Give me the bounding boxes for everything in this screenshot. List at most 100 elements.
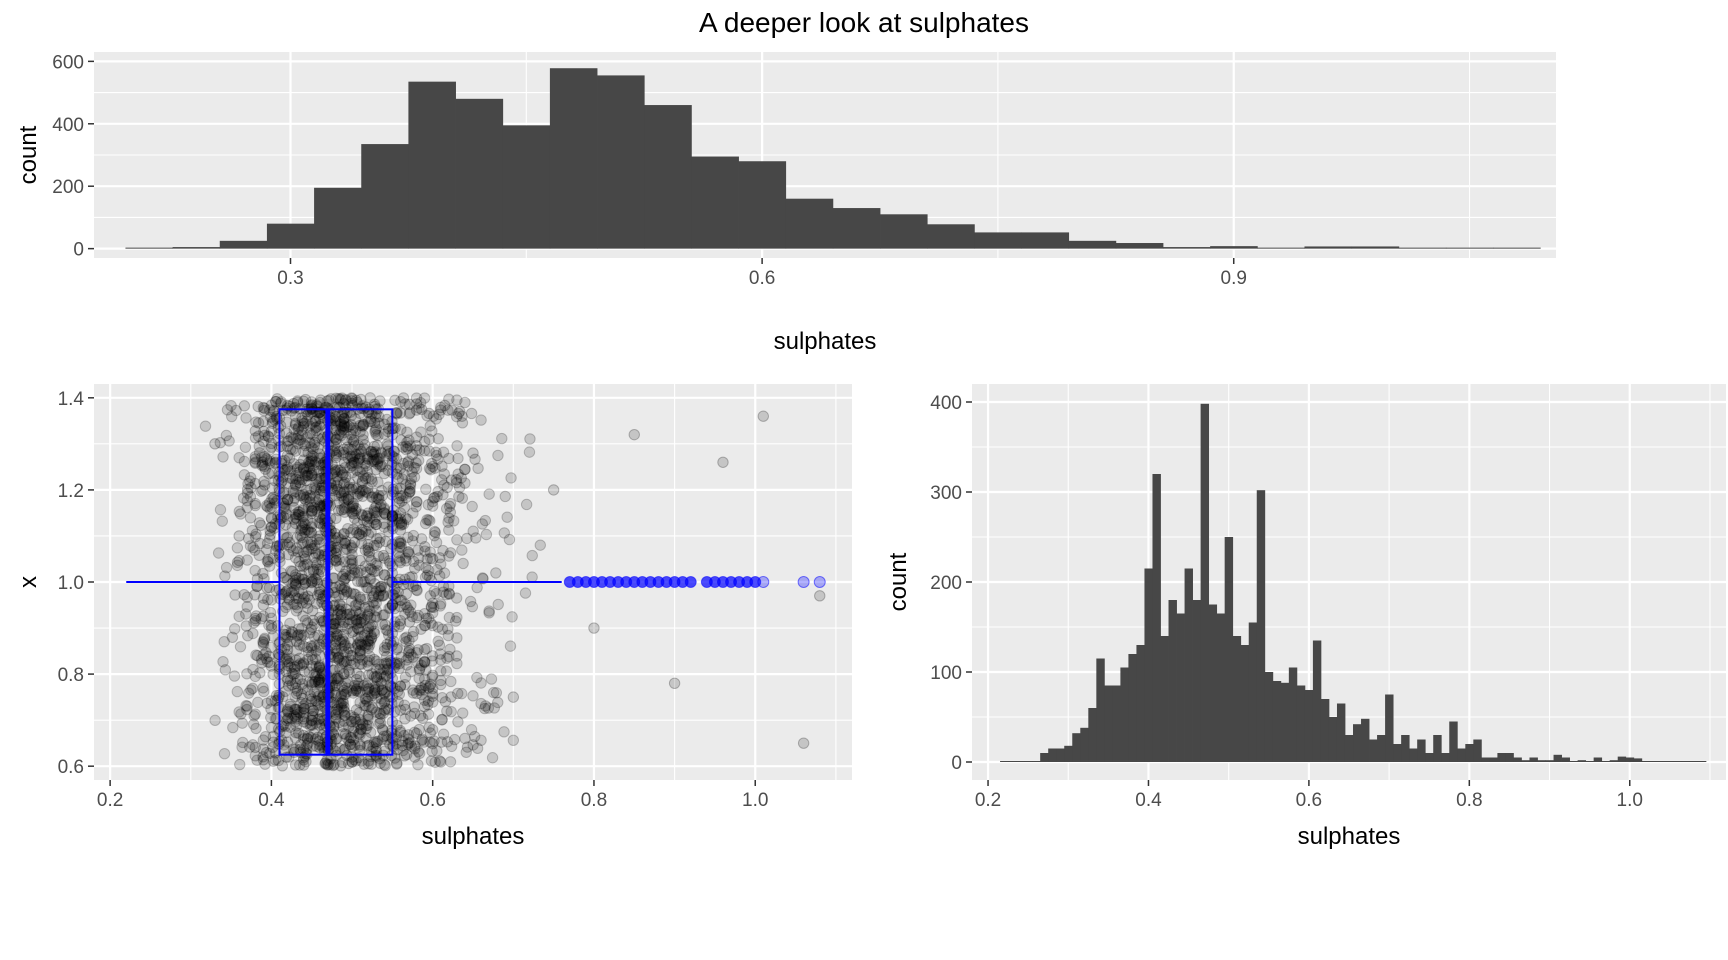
data-point (375, 580, 388, 592)
histogram-bar (1272, 681, 1282, 762)
scatter-boxplot-panel: 0.2 0.4 0.6 0.8 1.0 0.6 0.8 1.0 1.2 1.4 sulphates x (15, 384, 852, 850)
data-point (214, 504, 227, 516)
data-point (359, 472, 372, 485)
histogram-bar (1288, 667, 1298, 762)
histogram-bar (1312, 640, 1322, 762)
data-point (486, 752, 499, 764)
data-point (347, 436, 360, 448)
data-point (306, 714, 318, 726)
data-point (425, 574, 438, 587)
data-point (349, 505, 362, 517)
x-axis-title: sulphates (774, 328, 877, 355)
histogram-bar (1168, 600, 1177, 762)
data-point (289, 574, 302, 587)
data-point (266, 493, 278, 505)
data-point (257, 599, 270, 611)
data-point (282, 494, 294, 506)
histogram-bar (1264, 672, 1274, 762)
histogram-bar (1032, 761, 1041, 762)
data-point (312, 629, 324, 642)
data-point (281, 675, 294, 687)
data-point (424, 515, 436, 527)
data-point (445, 675, 457, 688)
data-point (407, 687, 419, 699)
data-point (478, 702, 491, 715)
data-point (263, 650, 275, 662)
data-point (354, 554, 366, 567)
data-point (297, 418, 310, 430)
data-point (250, 528, 262, 540)
histogram-bar (1336, 703, 1346, 762)
y-tick-label: 100 (930, 663, 962, 684)
data-point (249, 708, 261, 720)
data-point (229, 589, 241, 601)
data-point (233, 610, 245, 623)
data-point (466, 600, 479, 613)
histogram-bar (1393, 744, 1402, 762)
data-point (337, 695, 349, 707)
x-tick-label: 0.8 (581, 790, 607, 811)
histogram-bar (1577, 760, 1587, 762)
data-point (285, 431, 297, 443)
data-point (338, 709, 351, 722)
data-point (381, 642, 393, 654)
data-point (265, 441, 278, 453)
data-point (471, 671, 483, 684)
y-axis-title: count (885, 552, 912, 611)
data-point (306, 605, 319, 617)
data-point (445, 705, 457, 718)
data-point (310, 484, 322, 496)
data-point (236, 717, 248, 729)
data-point (364, 726, 377, 739)
data-point (341, 732, 353, 744)
data-point (297, 710, 310, 723)
histogram-bar (1625, 757, 1635, 762)
boxplot-outlier (813, 576, 826, 588)
data-point (370, 557, 382, 570)
data-point (407, 625, 420, 638)
x-tick-label: 0.6 (419, 790, 445, 811)
data-point (233, 530, 245, 542)
data-point (434, 552, 446, 564)
data-point (366, 668, 378, 680)
data-point (420, 483, 432, 496)
data-point (395, 434, 407, 446)
data-point (301, 641, 314, 654)
data-point (305, 623, 317, 636)
data-point (355, 530, 368, 542)
data-point (357, 576, 370, 588)
data-point (385, 656, 397, 669)
data-point (362, 635, 374, 648)
data-point (285, 661, 297, 673)
data-point (226, 631, 239, 644)
data-point (356, 526, 369, 538)
data-point (333, 590, 345, 602)
data-point (426, 682, 439, 695)
data-point (258, 633, 271, 646)
data-point (390, 657, 403, 669)
histogram-bar (1545, 760, 1554, 762)
data-point (387, 486, 400, 498)
data-point (423, 445, 435, 457)
data-point (265, 399, 278, 411)
data-point (263, 404, 276, 416)
x-tick-label: 0.6 (749, 268, 775, 289)
data-point (267, 741, 279, 754)
data-point (370, 518, 382, 531)
data-point (348, 753, 360, 766)
data-point (487, 686, 500, 699)
data-point (358, 613, 370, 626)
data-point (467, 447, 479, 459)
data-point (351, 575, 364, 587)
data-point (534, 539, 546, 551)
data-point (395, 395, 407, 408)
data-point (375, 459, 387, 471)
histogram-bar (1529, 757, 1538, 762)
histogram-bar (1417, 739, 1426, 762)
data-point (340, 471, 352, 483)
histogram-bar (1398, 247, 1447, 249)
data-point (400, 479, 412, 491)
data-point (299, 614, 312, 626)
data-point (259, 730, 272, 743)
data-point (376, 684, 389, 696)
